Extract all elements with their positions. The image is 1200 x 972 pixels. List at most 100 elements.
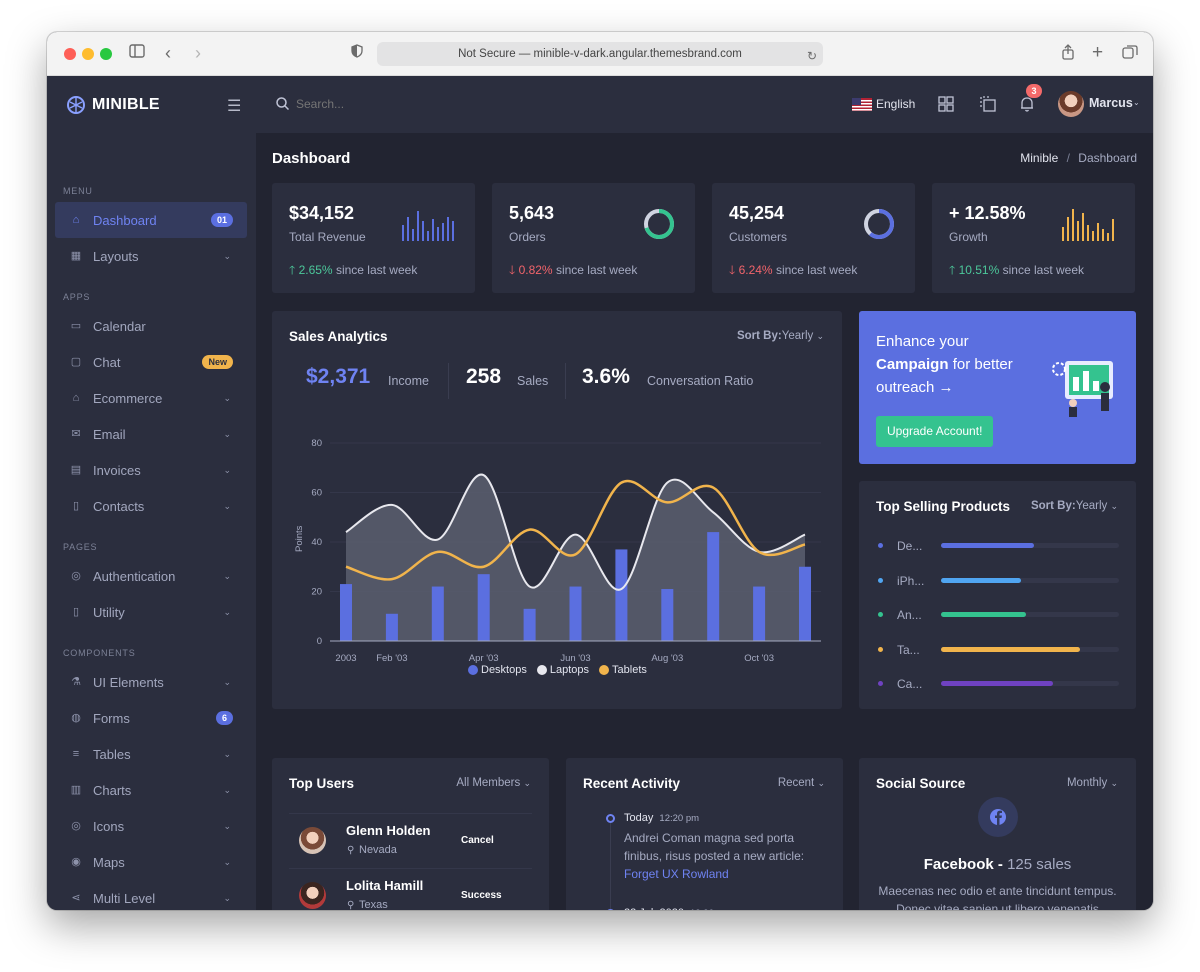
maximize-window-button[interactable]: [100, 48, 112, 60]
main-content: Dashboard Minible / Dashboard $34,152 To…: [256, 133, 1153, 910]
promo-bold: Campaign: [876, 356, 949, 373]
chevron-down-icon: ⌄: [816, 331, 824, 341]
sort-value: Yearly: [1075, 500, 1108, 512]
user-chevron-icon[interactable]: ⌄: [1133, 98, 1140, 107]
chevron-down-icon: ⌄: [1110, 778, 1118, 788]
invoice-icon: ▤: [70, 464, 82, 476]
legend-item[interactable]: Desktops: [468, 664, 527, 676]
chevron-down-icon: ⌄: [223, 464, 231, 475]
breadcrumb-item[interactable]: Minible: [1020, 151, 1059, 165]
sidebar-item-contacts[interactable]: ▯ Contacts ⌄: [55, 488, 247, 524]
forward-icon[interactable]: ›: [195, 43, 201, 63]
fullscreen-icon[interactable]: [980, 96, 996, 117]
arrow-up-icon: 🡑: [949, 263, 959, 277]
bell-icon[interactable]: [1020, 96, 1034, 117]
promo-line1: Enhance your: [876, 333, 969, 350]
product-row: De...: [859, 539, 1136, 553]
sidebar-item-authentication[interactable]: ◎ Authentication ⌄: [55, 558, 247, 594]
user-name[interactable]: Marcus: [1089, 96, 1133, 110]
radial-progress-icon: [644, 209, 674, 239]
activity-link[interactable]: Forget UX Rowland: [624, 867, 729, 881]
stat-value: 45,254: [729, 203, 785, 223]
user-avatar[interactable]: [1058, 91, 1084, 117]
sidebar-item-forms[interactable]: ◍ Forms 6: [55, 700, 247, 736]
language-selector[interactable]: English: [876, 97, 916, 111]
sidebar-item-chat[interactable]: ▢ Chat New: [55, 344, 247, 380]
brand-logo[interactable]: MINIBLE: [67, 96, 160, 114]
stat-change: 6.24%: [738, 263, 773, 277]
stat-card-revenue: $34,152 Total Revenue 🡑 2.65% since last…: [272, 183, 475, 293]
sales-value: 258: [466, 365, 502, 388]
share-icon[interactable]: [1061, 44, 1075, 66]
sort-dropdown[interactable]: Sort By:Yearly ⌄: [737, 330, 824, 342]
sidebar-item-multi-level[interactable]: ⋖ Multi Level ⌄: [55, 880, 247, 910]
sidebar-item-ecommerce[interactable]: ⌂ Ecommerce ⌄: [55, 380, 247, 416]
sidebar-item-tables[interactable]: ≡ Tables ⌄: [55, 736, 247, 772]
activity-date: Today 12:20 pm: [624, 812, 699, 824]
legend-item[interactable]: Laptops: [536, 664, 590, 676]
product-name: De...: [897, 539, 923, 553]
sidebar-toggle-icon[interactable]: [129, 44, 145, 64]
sidebar-item-dashboard[interactable]: ⌂ Dashboard 01: [55, 202, 247, 238]
user-row[interactable]: Lolita Hamill ⚲ Texas Success: [289, 868, 532, 910]
back-icon[interactable]: ‹: [165, 43, 171, 63]
user-name: Lolita Hamill: [346, 878, 424, 893]
period-filter-dropdown[interactable]: Monthly ⌄: [1067, 777, 1118, 789]
stat-footer: 🡑 10.51% since last week: [949, 261, 1084, 282]
sidebar-item-charts[interactable]: ▥ Charts ⌄: [55, 772, 247, 808]
sidebar-item-calendar[interactable]: ▭ Calendar: [55, 308, 247, 344]
sidebar-item-invoices[interactable]: ▤ Invoices ⌄: [55, 452, 247, 488]
breadcrumb-current: Dashboard: [1078, 151, 1137, 165]
new-tab-icon[interactable]: +: [1092, 42, 1104, 63]
close-window-button[interactable]: [64, 48, 76, 60]
x-tick-label: Apr '03: [469, 653, 499, 664]
apps-grid-icon[interactable]: [938, 96, 954, 117]
stat-value: 5,643: [509, 203, 555, 223]
legend-label: Desktops: [481, 664, 527, 676]
bar-desktops: [523, 608, 536, 641]
chevron-down-icon: ⌄: [223, 892, 231, 903]
chevron-down-icon: ⌄: [223, 392, 231, 403]
arrow-up-icon: 🡑: [289, 263, 299, 277]
topbar: English 3 Marcus ⌄: [256, 76, 1153, 133]
user-row[interactable]: Glenn Holden ⚲ Nevada Cancel: [289, 813, 532, 868]
sidebar-item-ui-elements[interactable]: ⚗ UI Elements ⌄: [55, 664, 247, 700]
conversion-label: Conversation Ratio: [647, 374, 754, 388]
reload-icon[interactable]: ↻: [807, 49, 818, 63]
upgrade-account-button[interactable]: Upgrade Account!: [876, 416, 994, 447]
stat-footer: 🡓 6.24% since last week: [729, 261, 857, 282]
product-row: Ca...: [859, 677, 1136, 691]
y-tick-label: 80: [311, 438, 322, 449]
sidebar-item-utility[interactable]: ▯ Utility ⌄: [55, 594, 247, 630]
sidebar-item-label: Chat: [93, 354, 121, 370]
sidebar-item-maps[interactable]: ◉ Maps ⌄: [55, 844, 247, 880]
address-bar[interactable]: Not Secure — minible-v-dark.angular.them…: [377, 42, 823, 66]
chevron-down-icon: ⌄: [223, 500, 231, 511]
list-icon: ≡: [72, 748, 80, 760]
bar-desktops: [799, 566, 811, 641]
legend-item[interactable]: Tablets: [599, 664, 647, 676]
card-title: Sales Analytics: [289, 329, 388, 344]
sidebar-item-label: Email: [93, 426, 126, 442]
sidebar-badge: New: [202, 355, 233, 369]
search-input[interactable]: [296, 92, 496, 116]
sales-analytics-chart: 0 20 40 60 80 Points 2003 Feb '03 Apr '03 Jun '03…: [294, 438, 821, 664]
sidebar-badge: 01: [210, 213, 233, 227]
tabs-overview-icon[interactable]: [1122, 44, 1138, 66]
activity-filter-dropdown[interactable]: Recent ⌄: [778, 777, 825, 789]
activity-time: 12:36 pm: [690, 908, 730, 910]
minimize-window-button[interactable]: [82, 48, 94, 60]
user-circle-icon: ◎: [71, 570, 81, 582]
product-progress-bar: [941, 646, 1080, 652]
sort-dropdown[interactable]: Sort By:Yearly ⌄: [1031, 500, 1118, 512]
product-bullet: [878, 543, 883, 548]
sidebar-item-email[interactable]: ✉ Email ⌄: [55, 416, 247, 452]
legend-label: Laptops: [549, 664, 590, 676]
activity-date: 22 Jul, 2020 12:36 pm: [624, 907, 730, 910]
section-menu: MENU: [63, 186, 93, 196]
sidebar-item-layouts[interactable]: ▦ Layouts ⌄: [55, 238, 247, 274]
members-filter-dropdown[interactable]: All Members ⌄: [456, 777, 531, 789]
sidebar-item-icons[interactable]: ◎ Icons ⌄: [55, 808, 247, 844]
menu-toggle-icon[interactable]: ☰: [227, 98, 242, 115]
